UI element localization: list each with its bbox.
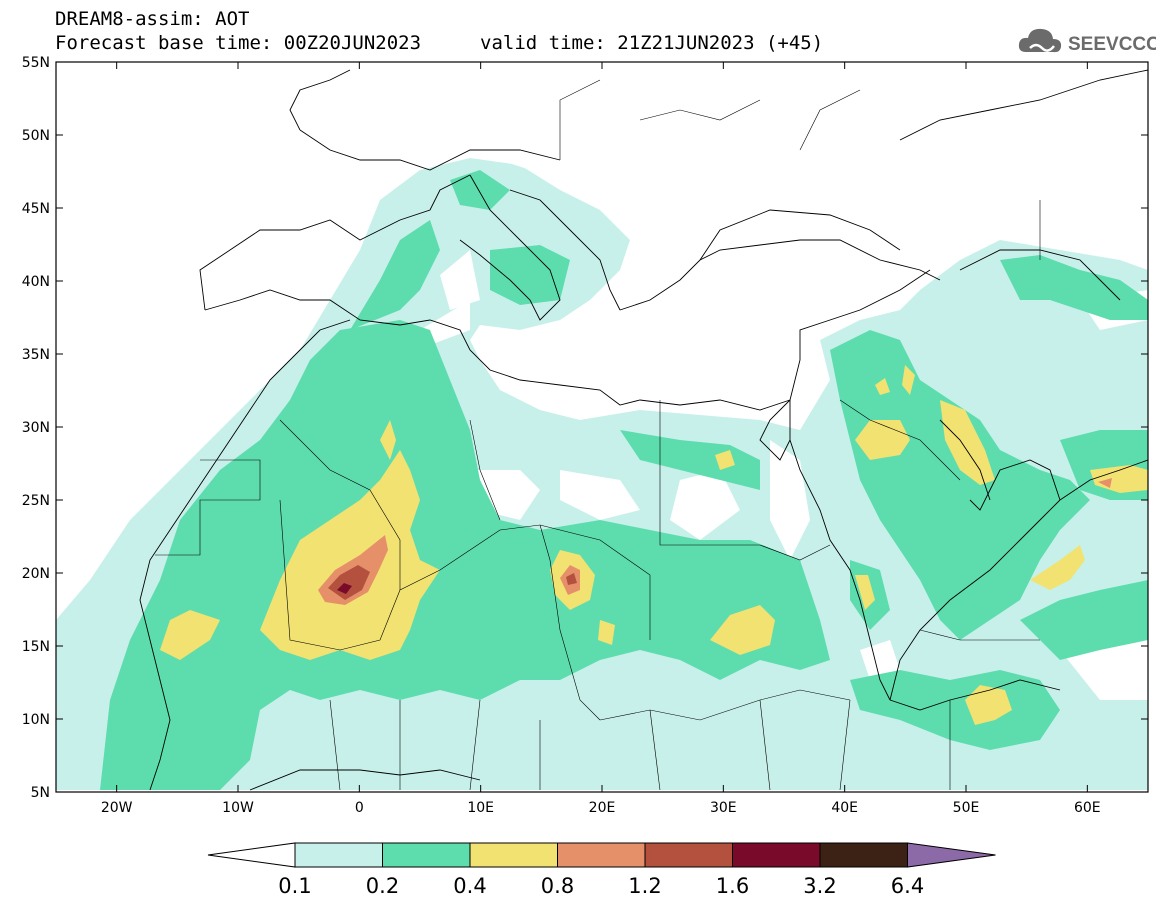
lat-label: 50N [22,128,50,144]
map-title: DREAM8-assim: AOT [55,8,250,30]
colorbar-level-label: 6.4 [891,874,924,898]
colorbar-swatch [732,842,821,868]
country-borders [155,79,1041,791]
aot-field-0.2 [100,170,1148,790]
aot-field-1.6 [337,583,352,594]
colorbar-low-arrow [207,842,296,868]
aot-field-1.2 [328,565,577,600]
colorbar-level-label: 0.2 [366,874,399,898]
lat-label: 35N [22,347,50,363]
latitude-axis: 55N 50N 45N 40N 35N 30N 25N 20N 15N 10N 5N [22,55,1148,801]
lon-label: 0 [355,800,364,816]
coastlines [139,69,1148,791]
lon-label: 40E [831,800,858,816]
lat-label: 45N [22,201,50,217]
colorbar-level-label: 3.2 [803,874,836,898]
colorbar-swatch [644,842,733,868]
lat-label: 5N [31,785,50,801]
lat-label: 40N [22,274,50,290]
lat-label: 10N [22,712,50,728]
lat-label: 15N [22,639,50,655]
colorbar-level-label: 0.4 [453,874,486,898]
colorbar-level-label: 1.2 [628,874,661,898]
lat-label: 55N [22,55,50,71]
cloud-icon [1018,28,1062,53]
lon-label: 20W [101,800,133,816]
lon-label: 10W [222,800,254,816]
colorbar-level-label: 0.1 [278,874,311,898]
lon-label: 50E [953,800,980,816]
lat-label: 30N [22,420,50,436]
colorbar-level-label: 1.6 [716,874,749,898]
lat-label: 25N [22,493,50,509]
seevccc-logo: SEEVCCC [1018,28,1156,55]
colorbar-high-arrow [907,842,996,868]
colorbar-swatch [382,842,471,868]
colorbar-level-label: 0.8 [541,874,574,898]
colorbar-swatch [819,842,908,868]
lon-label: 30E [710,800,737,816]
colorbar-swatch [469,842,558,868]
colorbar-swatch [294,842,383,868]
forecast-base-time: Forecast base time: 00Z20JUN2023 [55,32,422,54]
longitude-axis: 20W 10W 0 10E 20E 30E 40E 50E 60E [101,62,1101,816]
colorbar-swatch [557,842,646,868]
lat-label: 20N [22,566,50,582]
lon-label: 20E [589,800,616,816]
valid-time: valid time: 21Z21JUN2023 (+45) [480,32,824,54]
logo-text: SEEVCCC [1068,34,1156,55]
lon-label: 60E [1074,800,1101,816]
lon-label: 10E [467,800,494,816]
